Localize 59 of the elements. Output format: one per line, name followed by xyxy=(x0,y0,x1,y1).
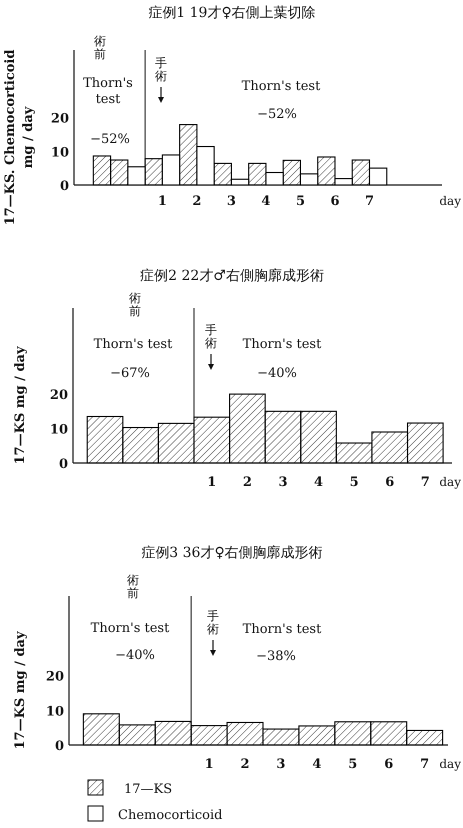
annotation: 術前 xyxy=(129,291,141,318)
x-tick-label: 7 xyxy=(420,757,430,772)
annotation: Thorn's test xyxy=(83,76,133,107)
y-tick-label: 20 xyxy=(46,670,64,685)
x-axis-title: day xyxy=(439,475,462,489)
x-tick-label: 3 xyxy=(278,475,288,490)
y-axis-title: 17—KS mg / day xyxy=(13,631,28,750)
x-tick-label: 5 xyxy=(296,194,305,209)
y-axis-title: 17—KS. Chemocorticoid mg / day xyxy=(3,50,36,226)
x-tick-label: 2 xyxy=(240,757,250,772)
y-tick-label: 10 xyxy=(50,145,69,160)
annotation: −67% xyxy=(110,366,150,381)
annotation: −40% xyxy=(115,648,155,663)
y-tick-label: 0 xyxy=(54,739,64,754)
x-tick-label: 7 xyxy=(364,194,374,209)
x-tick-label: 3 xyxy=(276,757,286,772)
annotation: −38% xyxy=(256,649,296,664)
chart-title: 症例2 22才♂右側胸廓成形術 xyxy=(140,268,324,284)
annotation: Thorn's test xyxy=(242,79,322,94)
annotation: −52% xyxy=(90,132,130,147)
x-tick-label: 6 xyxy=(384,757,394,772)
x-tick-label: 6 xyxy=(385,475,394,490)
annotation: −40% xyxy=(257,366,297,381)
x-tick-label: 4 xyxy=(314,475,324,490)
annotation: −52% xyxy=(257,107,297,122)
annotation: Thorn's test xyxy=(242,622,322,637)
annotation: 手術 xyxy=(155,56,167,83)
x-tick-label: 3 xyxy=(226,194,236,209)
y-axis-title: 17—KS mg / day xyxy=(13,346,28,465)
x-tick-label: 1 xyxy=(158,194,167,209)
x-tick-label: 5 xyxy=(348,757,358,772)
y-tick-label: 20 xyxy=(50,388,68,404)
x-tick-label: 2 xyxy=(242,475,252,490)
legend-label: 17—KS xyxy=(124,782,172,797)
x-tick-label: 7 xyxy=(420,475,430,490)
x-tick-label: 5 xyxy=(350,475,359,490)
x-tick-label: 1 xyxy=(207,475,216,490)
y-tick-label: 20 xyxy=(50,112,69,126)
annotation: 術前 xyxy=(94,34,106,61)
x-tick-label: 4 xyxy=(261,194,270,209)
y-tick-label: 0 xyxy=(58,457,68,472)
annotation: Thorn's test xyxy=(90,621,170,636)
annotation: 術前 xyxy=(127,573,139,600)
annotation: Thorn's test xyxy=(94,337,174,352)
x-axis-title: day xyxy=(439,194,462,208)
legend-label: Chemocorticoid xyxy=(118,808,222,823)
annotation: Thorn's test xyxy=(242,337,322,352)
x-axis-title: day xyxy=(439,757,462,771)
annotation: 手術 xyxy=(205,323,217,350)
x-tick-label: 2 xyxy=(192,194,202,209)
x-tick-label: 4 xyxy=(312,757,322,772)
chart-title: 症例1 19才♀右側上葉切除 xyxy=(148,5,316,21)
x-tick-label: 1 xyxy=(204,757,214,772)
y-tick-label: 10 xyxy=(50,422,68,438)
x-tick-label: 6 xyxy=(330,194,340,209)
annotation: 手術 xyxy=(207,609,219,636)
y-tick-label: 10 xyxy=(46,704,64,720)
chart-title: 症例3 36才♀右側胸廓成形術 xyxy=(141,545,323,561)
y-tick-label: 0 xyxy=(60,179,69,194)
